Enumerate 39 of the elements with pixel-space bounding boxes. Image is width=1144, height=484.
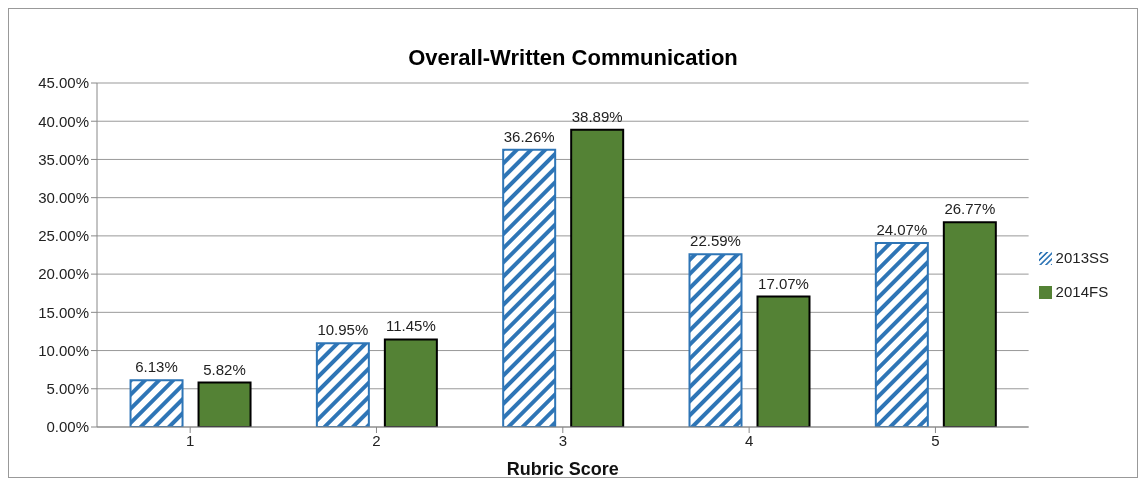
y-tick-label: 35.00%: [38, 150, 89, 168]
bar: [570, 128, 625, 427]
x-tick-label: 3: [558, 431, 567, 449]
data-label: 6.13%: [135, 358, 178, 376]
y-tick-label: 15.00%: [38, 303, 89, 321]
legend-label: 2014FS: [1055, 283, 1109, 300]
bar: [315, 342, 370, 427]
x-axis-title: Rubric Score: [506, 459, 619, 479]
bar: [502, 148, 557, 427]
data-label: 11.45%: [385, 317, 436, 335]
x-tick-label: 4: [744, 431, 754, 449]
chart-title: Overall-Written Communication: [407, 45, 739, 72]
y-tick-label: 0.00%: [46, 418, 89, 436]
bar: [942, 221, 997, 427]
legend-label: 2013SS: [1055, 249, 1109, 266]
y-tick-label: 20.00%: [38, 265, 89, 283]
bar: [756, 295, 811, 427]
y-tick-label: 30.00%: [38, 188, 89, 206]
x-tick-label: 2: [372, 431, 381, 449]
y-tick-label: 5.00%: [46, 380, 89, 398]
data-label: 38.89%: [571, 107, 623, 125]
data-label: 5.82%: [203, 360, 246, 378]
bar: [688, 253, 743, 427]
data-label: 24.07%: [876, 221, 928, 238]
y-tick-label: 25.00%: [38, 227, 89, 245]
data-label: 10.95%: [317, 321, 369, 339]
x-tick-label: 1: [185, 431, 195, 449]
y-tick-label: 45.00%: [38, 74, 89, 92]
data-label: 17.07%: [758, 274, 809, 292]
data-label: 36.26%: [503, 127, 555, 145]
bar: [874, 242, 929, 427]
data-label: 26.77%: [944, 200, 996, 218]
bar: [383, 338, 438, 427]
data-label: 22.59%: [690, 232, 741, 250]
bar: [129, 379, 184, 427]
bar: [197, 381, 252, 427]
x-tick-label: 5: [931, 431, 940, 449]
y-tick-label: 40.00%: [38, 112, 89, 130]
y-tick-label: 10.00%: [38, 341, 89, 359]
